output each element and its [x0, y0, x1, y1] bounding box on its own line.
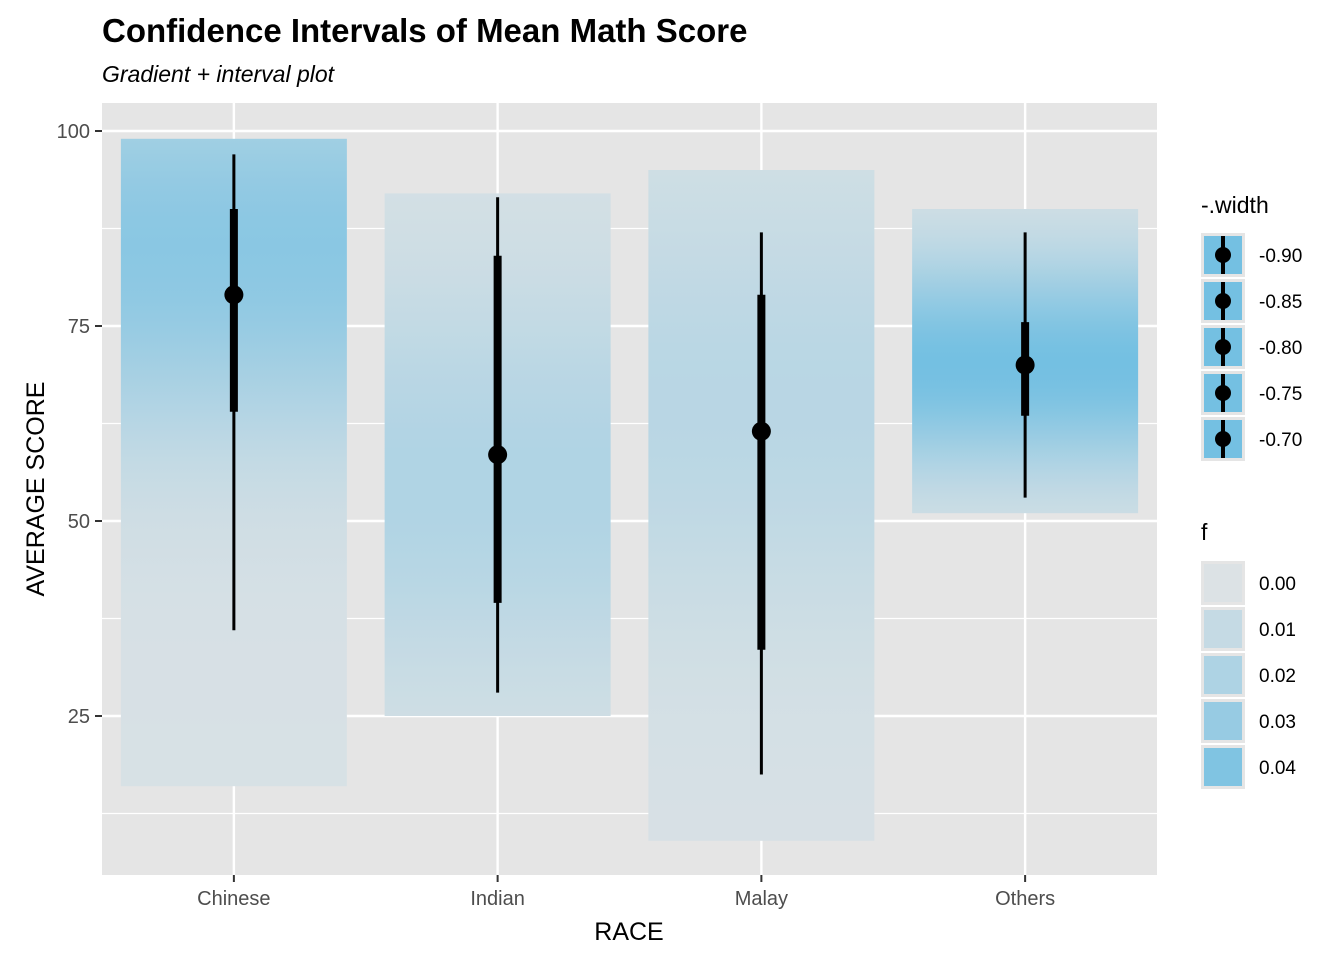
- point-estimate-indian: [488, 445, 508, 465]
- chart-subtitle: Gradient + interval plot: [102, 61, 336, 87]
- legend-f-key-fill: [1204, 610, 1242, 648]
- legend-f-label: 0.03: [1259, 712, 1296, 733]
- legend-f-key-fill: [1204, 702, 1242, 740]
- y-tick-label: 50: [68, 511, 90, 533]
- legend-width-label: -0.70: [1259, 430, 1302, 451]
- point-estimate-chinese: [224, 285, 244, 305]
- legend-f-key-fill: [1204, 748, 1242, 786]
- legend-width-label: -0.90: [1259, 246, 1302, 267]
- y-axis-ticks: 25 50 75 100: [57, 121, 102, 728]
- x-axis-title: RACE: [594, 918, 663, 946]
- legend-width-key-point: [1215, 431, 1231, 447]
- legend-width-label: -0.85: [1259, 292, 1302, 313]
- legend-width-label: -0.75: [1259, 384, 1302, 405]
- x-tick-label: Others: [995, 888, 1055, 910]
- legend-f-label: 0.04: [1259, 758, 1296, 779]
- point-estimate-malay: [751, 421, 771, 441]
- legend-width-label: -0.80: [1259, 338, 1302, 359]
- legend-width-key-point: [1215, 247, 1231, 263]
- x-tick-label: Malay: [735, 888, 788, 910]
- legend-width: -.width -0.90 -0.85 -0.80 -0.75 -0.70: [1201, 192, 1302, 461]
- legend-width-key-point: [1215, 293, 1231, 309]
- x-axis-ticks: Chinese Indian Malay Others: [197, 875, 1055, 910]
- chart-title: Confidence Intervals of Mean Math Score: [102, 12, 747, 49]
- legend-f-title: f: [1201, 519, 1208, 545]
- legend-f-label: 0.00: [1259, 574, 1296, 595]
- legend-width-title: -.width: [1201, 192, 1269, 218]
- y-tick-label: 75: [68, 316, 90, 338]
- x-tick-label: Chinese: [197, 888, 270, 910]
- interval-marks: [224, 154, 1035, 775]
- legend-f-label: 0.01: [1259, 620, 1296, 641]
- legend-width-key-point: [1215, 385, 1231, 401]
- y-tick-label: 25: [68, 706, 90, 728]
- y-axis-title: AVERAGE SCORE: [22, 382, 50, 597]
- legend-width-key-point: [1215, 339, 1231, 355]
- legend-f: f 0.00 0.01 0.02 0.03 0.04: [1201, 519, 1296, 789]
- legend-f-label: 0.02: [1259, 666, 1296, 687]
- y-tick-label: 100: [57, 121, 90, 143]
- legend-f-key-fill: [1204, 656, 1242, 694]
- x-tick-label: Indian: [470, 888, 525, 910]
- point-estimate-others: [1015, 355, 1035, 375]
- legend-f-key-fill: [1204, 564, 1242, 602]
